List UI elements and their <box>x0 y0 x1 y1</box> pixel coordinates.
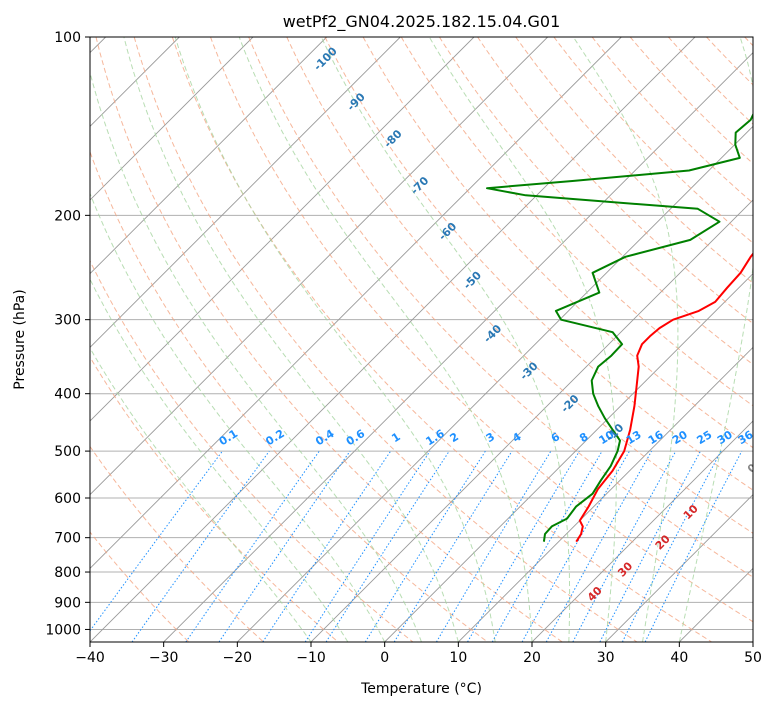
mixing-ratio-line <box>185 450 320 642</box>
moist-adiabat-line <box>174 37 496 642</box>
dry-adiabat-line <box>553 37 753 244</box>
moist-adiabat-line <box>123 37 459 642</box>
x-tick-label: 0 <box>380 650 389 666</box>
dry-adiabat-line <box>90 445 264 642</box>
plot-area <box>90 37 753 642</box>
isotherm-line <box>90 37 696 642</box>
isotherm-line <box>90 37 622 569</box>
x-tick-label: −40 <box>75 650 105 666</box>
y-tick-label: 200 <box>54 208 81 224</box>
x-tick-label: 20 <box>523 650 541 666</box>
isotherm-line <box>90 37 475 422</box>
mixing-ratio-label: 36 <box>736 428 756 447</box>
mixing-ratio-line <box>262 450 392 642</box>
dry-adiabat-line <box>210 37 753 623</box>
isotherm-line <box>384 273 753 642</box>
y-tick-label: 300 <box>54 313 81 329</box>
moist-adiabat-line <box>678 37 753 642</box>
mixing-ratio-line <box>521 450 630 642</box>
dry-adiabat-line <box>95 37 563 642</box>
theta-label: 0 <box>745 461 760 476</box>
isotherm-line <box>458 346 753 642</box>
dry-adiabat-line <box>629 37 753 165</box>
background-lines <box>90 37 753 642</box>
moist-adiabat-line <box>90 278 349 642</box>
y-tick-label: 500 <box>54 444 81 460</box>
dry-adiabat-line <box>133 37 638 642</box>
dry-adiabat-line <box>400 37 753 407</box>
axes: −40 −30 −20 −10 0 10 20 30 40 50 100 200 300 400 500 60… <box>45 30 762 666</box>
mixing-ratio-line <box>599 450 701 642</box>
dry-adiabat-line <box>438 37 753 366</box>
y-tick-label: 900 <box>54 595 81 611</box>
isotherm-line <box>605 494 753 642</box>
temperature-profile-line <box>575 252 753 543</box>
x-tick-label: 10 <box>449 650 467 666</box>
isotherm-line <box>90 37 254 201</box>
mixing-ratio-line <box>90 450 223 632</box>
y-axis-label: Pressure (hPa) <box>12 289 28 389</box>
dewpoint-profile-line <box>486 112 753 542</box>
isotherm-line <box>163 52 753 642</box>
y-tick-label: 800 <box>54 565 81 581</box>
dry-adiabat-line <box>286 37 753 534</box>
moist-adiabat-line <box>90 192 386 642</box>
y-tick-label: 600 <box>54 491 81 507</box>
mixing-ratio-line <box>304 450 431 642</box>
dry-adiabat-line <box>171 37 712 642</box>
isotherm-line <box>531 420 753 642</box>
dry-adiabat-line <box>90 150 488 642</box>
isotherm-line <box>90 37 327 275</box>
dry-adiabat-line <box>248 37 753 578</box>
moist-adiabat-line <box>90 347 312 642</box>
y-tick-label: 100 <box>54 30 81 46</box>
mixing-ratio-line <box>325 450 450 642</box>
y-tick-label: 1000 <box>45 622 81 638</box>
dry-adiabat-line <box>90 259 414 642</box>
mixing-ratio-line <box>393 450 513 642</box>
y-tick-label: 400 <box>54 387 81 403</box>
x-axis-label: Temperature (°C) <box>360 681 482 697</box>
mixing-ratio-line <box>621 450 722 642</box>
mixing-ratio-line <box>572 450 677 642</box>
x-tick-label: 50 <box>744 650 762 666</box>
plot-frame <box>89 36 754 643</box>
mixing-ratio-line <box>644 450 743 642</box>
chart-title: wetPf2_GN04.2025.182.15.04.G01 <box>283 12 561 32</box>
dry-adiabat-line <box>362 37 753 449</box>
isotherm-line <box>90 37 548 496</box>
mixing-ratio-line <box>218 450 351 642</box>
isotherm-line <box>90 37 401 348</box>
dry-adiabat-line <box>515 37 753 284</box>
x-tick-label: −30 <box>149 650 179 666</box>
dry-adiabat-line <box>324 37 753 491</box>
moist-adiabat-line <box>238 37 533 642</box>
moist-adiabat-line <box>428 37 617 642</box>
x-tick-label: −10 <box>296 650 326 666</box>
x-tick-label: 30 <box>597 650 615 666</box>
mixing-ratio-line <box>545 450 653 642</box>
moist-adiabat-line <box>320 37 571 642</box>
isotherm-line <box>237 125 753 642</box>
mixing-ratio-line <box>364 450 486 642</box>
y-tick-label: 700 <box>54 531 81 547</box>
mixing-ratio-line <box>435 450 552 642</box>
data-series <box>486 112 753 543</box>
moist-adiabat-line <box>572 37 679 642</box>
x-tick-label: 40 <box>670 650 688 666</box>
mixing-ratio-line <box>131 450 270 642</box>
x-tick-label: −20 <box>223 650 253 666</box>
